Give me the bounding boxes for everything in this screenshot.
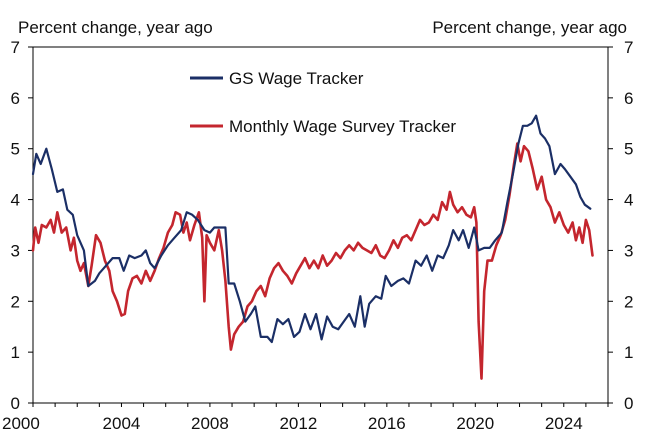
y-tick-left-label: 2 (11, 292, 20, 311)
legend: GS Wage Tracker Monthly Wage Survey Trac… (190, 69, 456, 136)
x-tick-label: 2004 (103, 414, 141, 433)
series-layer (31, 114, 594, 380)
y-tick-left-label: 1 (11, 343, 20, 362)
y-axis-right: 0 1 2 3 4 5 6 7 (608, 38, 633, 413)
y-tick-left-label: 0 (11, 394, 20, 413)
x-axis: 2000 2004 2008 2012 2016 2020 2024 (2, 403, 609, 433)
x-tick-label: 2000 (2, 414, 40, 433)
y-tick-left-label: 7 (11, 38, 20, 57)
y-tick-right-label: 5 (624, 140, 633, 159)
y-tick-left-label: 5 (11, 140, 20, 159)
series-line-gs-wage-tracker (31, 114, 592, 344)
y-tick-left-label: 3 (11, 241, 20, 260)
y-tick-right-label: 7 (624, 38, 633, 57)
y-tick-right-label: 3 (624, 241, 633, 260)
y-tick-left-label: 4 (11, 191, 20, 210)
y-tick-right-label: 1 (624, 343, 633, 362)
plot-frame (32, 46, 609, 404)
series-line-monthly-wage-survey-tracker (31, 142, 594, 380)
y-tick-right-label: 2 (624, 292, 633, 311)
x-tick-label: 2020 (456, 414, 494, 433)
x-tick-label: 2016 (368, 414, 406, 433)
x-tick-label: 2012 (279, 414, 317, 433)
x-tick-label: 2024 (545, 414, 583, 433)
y-tick-right-label: 0 (624, 394, 633, 413)
y-tick-right-label: 4 (624, 191, 633, 210)
y-tick-right-label: 6 (624, 89, 633, 108)
y-axis-left: 0 1 2 3 4 5 6 7 (11, 38, 33, 413)
y-tick-left-label: 6 (11, 89, 20, 108)
y-axis-title-left: Percent change, year ago (18, 18, 213, 37)
y-axis-title-right: Percent change, year ago (432, 18, 627, 37)
legend-label-gs-wage-tracker: GS Wage Tracker (229, 69, 364, 88)
x-tick-label: 2008 (191, 414, 229, 433)
legend-label-monthly-wage-survey-tracker: Monthly Wage Survey Tracker (229, 117, 456, 136)
